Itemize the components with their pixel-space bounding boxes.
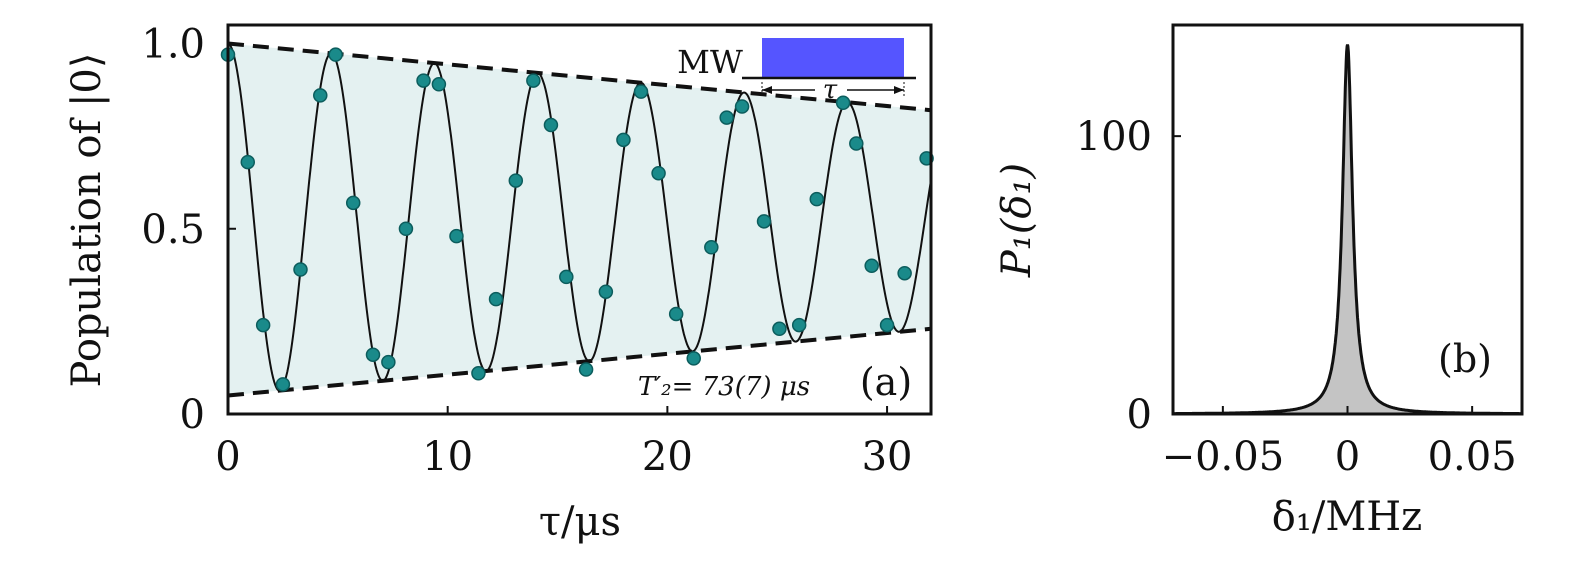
envelope-upper-line	[227, 41, 932, 113]
data-point	[578, 362, 594, 377]
data-point	[275, 377, 291, 392]
data-point	[864, 258, 879, 274]
data-point	[471, 365, 486, 381]
data-point	[559, 269, 574, 285]
data-point	[416, 73, 431, 88]
data-point	[879, 317, 895, 333]
fit-curve	[227, 42, 932, 392]
y-axis-label-a: Population of |0⟩	[64, 53, 110, 388]
data-point	[835, 95, 851, 111]
x-axis-label-b: δ₁/MHz	[1272, 494, 1423, 540]
inset-mw-label: MW	[677, 43, 743, 81]
data-point	[734, 99, 750, 114]
x-tick-label-b: −0.05	[1162, 434, 1285, 480]
data-point	[791, 317, 807, 333]
y-tick-label-b: 0	[1127, 392, 1152, 438]
data-point	[772, 321, 787, 337]
data-point	[431, 77, 447, 92]
x-tick-label-b: 0	[1335, 434, 1360, 480]
data-point	[488, 291, 504, 307]
data-point	[398, 221, 414, 237]
x-tick-label-a: 30	[862, 434, 913, 480]
envelope-fill	[228, 43, 931, 396]
data-point	[598, 284, 614, 299]
data-point	[345, 195, 361, 211]
fit-curve-path	[227, 42, 932, 392]
panel-label-a: (a)	[860, 360, 912, 404]
y-tick-label-a: 0	[180, 392, 205, 438]
data-point	[365, 347, 381, 362]
x-tick-label-b: 0.05	[1428, 434, 1517, 480]
annotation-t2: T′₂= 73(7) μs	[638, 372, 810, 402]
x-tick-label-a: 20	[642, 434, 693, 480]
y-tick-label-a: 1.0	[141, 22, 205, 68]
data-point	[616, 132, 631, 148]
inset-arrow-right	[894, 86, 904, 94]
data-point	[449, 228, 464, 244]
inset-arrow-left	[762, 86, 772, 94]
x-tick-label-a: 0	[215, 434, 240, 480]
data-point	[313, 88, 328, 103]
data-point	[849, 136, 864, 151]
x-axis-label-a: τ/μs	[539, 499, 621, 545]
data-point	[293, 262, 308, 277]
data-point	[668, 306, 684, 322]
inset-tau-label: τ	[823, 75, 838, 105]
mw-pulse-inset: MW τ	[677, 38, 916, 105]
data-point	[328, 47, 343, 62]
data-point	[651, 165, 666, 181]
data-point	[526, 73, 541, 88]
data-point	[686, 351, 701, 366]
axis-ticks-a: 0 10 20 30 0 0.5 1.0	[141, 22, 912, 480]
x-tick-label-a: 10	[422, 434, 473, 480]
plot-frame-a	[226, 23, 933, 416]
y-tick-label-b: 100	[1076, 114, 1152, 160]
mw-pulse-bar	[762, 38, 904, 78]
panel-label-b: (b)	[1438, 337, 1492, 381]
data-point	[240, 154, 256, 170]
envelope-lower-line	[227, 326, 932, 398]
y-axis-label-b: P₁(δ₁)	[994, 163, 1040, 278]
lorentzian-fill	[1173, 44, 1522, 414]
data-point	[508, 173, 524, 188]
data-point	[381, 354, 396, 370]
data-points	[220, 47, 934, 392]
data-point	[543, 117, 559, 133]
data-point	[756, 214, 772, 229]
data-point	[719, 110, 734, 125]
data-point	[809, 191, 825, 207]
data-point	[633, 84, 649, 99]
y-tick-label-a: 0.5	[141, 207, 205, 253]
data-point	[704, 240, 719, 255]
data-point	[897, 265, 912, 281]
decay-envelope	[227, 41, 932, 398]
data-point	[255, 317, 271, 333]
panel-a: MW τ 0 10 20 30 0 0.5 1.0 T′₂= 73(7) μs (a) τ/…	[64, 22, 934, 545]
